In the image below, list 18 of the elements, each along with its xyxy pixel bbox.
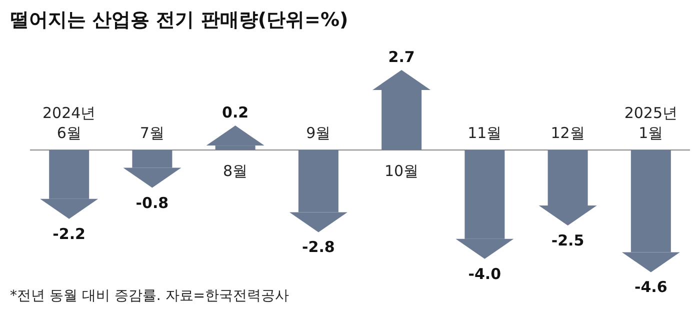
data-label: -4.6 xyxy=(634,278,668,296)
data-label: -2.8 xyxy=(302,238,335,256)
data-label: -2.5 xyxy=(551,232,584,250)
x-tick-label: 12월 xyxy=(550,124,585,142)
chart-title: 떨어지는 산업용 전기 판매량(단위=%) xyxy=(10,9,348,31)
data-label: 0.2 xyxy=(222,104,249,122)
x-tick-label: 11월 xyxy=(468,124,502,142)
data-label: -4.0 xyxy=(468,264,502,283)
x-tick-label: 10월 xyxy=(384,162,419,180)
data-label: 2.7 xyxy=(388,48,415,66)
text: *전년 동월 대비 증감률. 자료=한국전력공사 xyxy=(10,288,289,304)
x-tick-label: 7월 xyxy=(140,124,164,142)
x-tick-label: 9월 xyxy=(306,124,331,142)
data-label: -0.8 xyxy=(136,194,169,212)
x-tick-label: 2025년 1월 xyxy=(624,104,678,142)
x-tick-label: 2024년 6월 xyxy=(42,104,96,142)
x-tick-label: 8월 xyxy=(223,162,248,180)
data-label: -2.2 xyxy=(52,224,86,243)
